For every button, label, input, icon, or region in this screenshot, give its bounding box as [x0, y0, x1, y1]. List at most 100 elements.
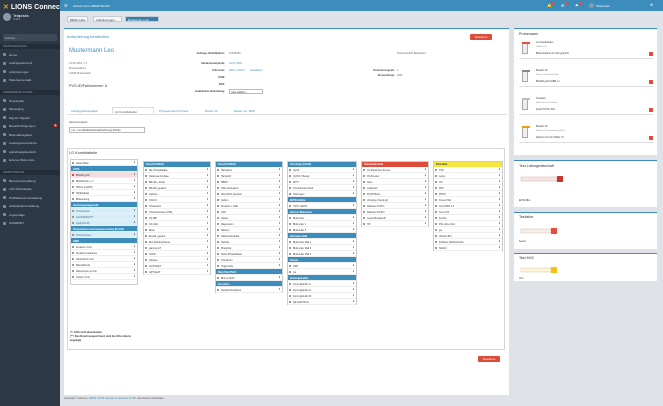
test-row[interactable]: ⬇ Saure Phosphatase	[216, 251, 282, 257]
gear-icon[interactable]: ⚙	[650, 3, 654, 7]
test-row[interactable]: ⬇ Profil Leber	[362, 173, 428, 179]
test-checkbox[interactable]	[72, 161, 75, 164]
download-icon[interactable]: ⬇	[424, 216, 427, 220]
test-row[interactable]: ⬇ Immunglobulin G	[288, 287, 356, 293]
test-checkbox[interactable]	[72, 269, 75, 272]
test-checkbox[interactable]	[145, 228, 148, 231]
tube-name[interactable]: LG Kombiarten	[536, 41, 554, 44]
download-icon[interactable]: ⬇	[352, 228, 355, 232]
test-checkbox[interactable]	[217, 276, 220, 279]
test-row[interactable]: ⬇ Cholinesterase (CHE)	[144, 209, 210, 215]
test-checkbox[interactable]	[435, 192, 438, 195]
test-row[interactable]: ⬇ Natrium	[216, 227, 282, 233]
test-row[interactable]: ⬇ Harnstoff	[216, 173, 282, 179]
test-row[interactable]: ⬇ Sandost Reduktion	[216, 287, 282, 293]
download-icon[interactable]: ⬇	[352, 216, 355, 220]
test-checkbox[interactable]	[217, 204, 220, 207]
download-icon[interactable]: ⬇	[133, 197, 136, 201]
sidebar-item[interactable]: Signiert Signiert	[0, 114, 60, 121]
download-icon[interactable]: ⬇	[498, 222, 501, 226]
test-row[interactable]: ⬇ Eiw.-Elektrophorese	[144, 239, 210, 245]
test-row[interactable]: ⬇ ga	[434, 227, 502, 233]
download-icon[interactable]: ⬇	[498, 228, 501, 232]
test-row[interactable]: ⬇ Ca	[288, 269, 356, 275]
download-icon[interactable]: ⬇	[498, 246, 501, 250]
test-row[interactable]: ⬇ Lipidprofil	[362, 185, 428, 191]
sidebar-item[interactable]: Auftragsübersicht	[0, 60, 60, 67]
download-icon[interactable]: ⬇	[352, 288, 355, 292]
test-checkbox[interactable]	[289, 270, 292, 273]
test-row[interactable]: ⬇ Vitamin B12	[434, 233, 502, 239]
test-checkbox[interactable]	[435, 198, 438, 201]
download-icon[interactable]: ⬇	[206, 204, 209, 208]
test-checkbox[interactable]	[72, 209, 75, 212]
test-row[interactable]: Procalcito	[216, 281, 282, 287]
test-checkbox[interactable]	[289, 180, 292, 183]
test-checkbox[interactable]	[217, 258, 220, 261]
test-checkbox[interactable]	[72, 221, 75, 224]
download-icon[interactable]: ⬇	[133, 233, 136, 237]
test-checkbox[interactable]	[435, 174, 438, 177]
test-checkbox[interactable]	[289, 300, 292, 303]
test-checkbox[interactable]	[363, 216, 366, 219]
test-checkbox[interactable]	[363, 180, 366, 183]
test-checkbox[interactable]	[363, 192, 366, 195]
download-icon[interactable]: ⬇	[352, 282, 355, 286]
download-icon[interactable]: ⬇	[206, 252, 209, 256]
tube-name[interactable]: Muster 10	[536, 69, 548, 72]
test-checkbox[interactable]	[217, 264, 220, 267]
test-checkbox[interactable]	[435, 180, 438, 183]
test-checkbox[interactable]	[145, 258, 148, 261]
test-checkbox[interactable]	[72, 173, 75, 176]
test-row[interactable]: ⬇ Alk. Phosphatase	[144, 167, 210, 173]
test-checkbox[interactable]	[145, 210, 148, 213]
test-row[interactable]: ⬇ Eiweiß, gesamt	[144, 233, 210, 239]
sidebar-item[interactable]: Leistungsverzeichnis	[0, 140, 60, 147]
test-checkbox[interactable]	[145, 264, 148, 267]
test-checkbox[interactable]	[363, 186, 366, 189]
download-icon[interactable]: ⬇	[498, 192, 501, 196]
test-row[interactable]: ⬇ Gesundheitsprofil	[362, 215, 428, 221]
sidebar-item[interactable]: Benutzerverwaltung	[0, 177, 60, 184]
download-icon[interactable]: ⬇	[498, 216, 501, 220]
test-row[interactable]: ANTA	[71, 166, 137, 172]
test-row[interactable]: ⬇ Niere	[362, 179, 428, 185]
test-row[interactable]: ⬇ Natriumphosphat	[216, 233, 282, 239]
download-icon[interactable]: ⬇	[278, 168, 281, 172]
sidebar-item[interactable]: Arbeitsplatzverwaltung	[0, 203, 60, 210]
test-row[interactable]: ⬇ Blutzucker 1	[288, 221, 356, 227]
menu-toggle-icon[interactable]: ☰	[64, 3, 68, 8]
delete-icon[interactable]	[649, 136, 653, 140]
test-row[interactable]: ⬇ Leber	[434, 173, 502, 179]
download-icon[interactable]: ⬇	[352, 192, 355, 196]
test-row[interactable]: ⬇ PPSO	[434, 191, 502, 197]
test-checkbox[interactable]	[435, 234, 438, 237]
download-icon[interactable]: ⬇	[206, 246, 209, 250]
download-icon[interactable]: ⬇	[278, 210, 281, 214]
test-checkbox[interactable]	[289, 264, 292, 267]
test-checkbox[interactable]	[72, 185, 75, 188]
test-row[interactable]: Pressis	[288, 257, 356, 263]
test-checkbox[interactable]	[145, 216, 148, 219]
test-checkbox[interactable]	[145, 234, 148, 237]
analyse-select[interactable]: LG - LG Gliederhistorieabrechnung (Klini…	[69, 127, 145, 133]
test-checkbox[interactable]	[72, 233, 75, 236]
test-checkbox[interactable]	[435, 168, 438, 171]
test-checkbox[interactable]	[145, 192, 148, 195]
download-icon[interactable]: ⬇	[206, 270, 209, 274]
user-avatar-icon[interactable]	[589, 3, 594, 8]
test-checkbox[interactable]	[289, 204, 292, 207]
test-row[interactable]: ⬇ IgE total PSCA	[288, 299, 356, 305]
test-checkbox[interactable]	[217, 234, 220, 237]
zusaetzlich-select[interactable]: bitte wählen...	[229, 89, 263, 94]
sidebar-item[interactable]: SUMMARY	[0, 220, 60, 227]
download-icon[interactable]: ⬇	[133, 185, 136, 189]
test-row[interactable]: ⬇ Triglyceride	[216, 263, 282, 269]
download-icon[interactable]: ⬇	[498, 210, 501, 214]
tab-patient[interactable]: Mustermann Leo	[125, 15, 159, 22]
test-row[interactable]: ⬇ HBDH	[216, 179, 282, 185]
test-row[interactable]: ⬇ Bilirubin, direkt	[144, 179, 210, 185]
test-row[interactable]: ⬇ ideas Zöllen	[71, 160, 137, 166]
test-checkbox[interactable]	[217, 174, 220, 177]
test-row[interactable]: ⬇ Ferritin	[434, 215, 502, 221]
